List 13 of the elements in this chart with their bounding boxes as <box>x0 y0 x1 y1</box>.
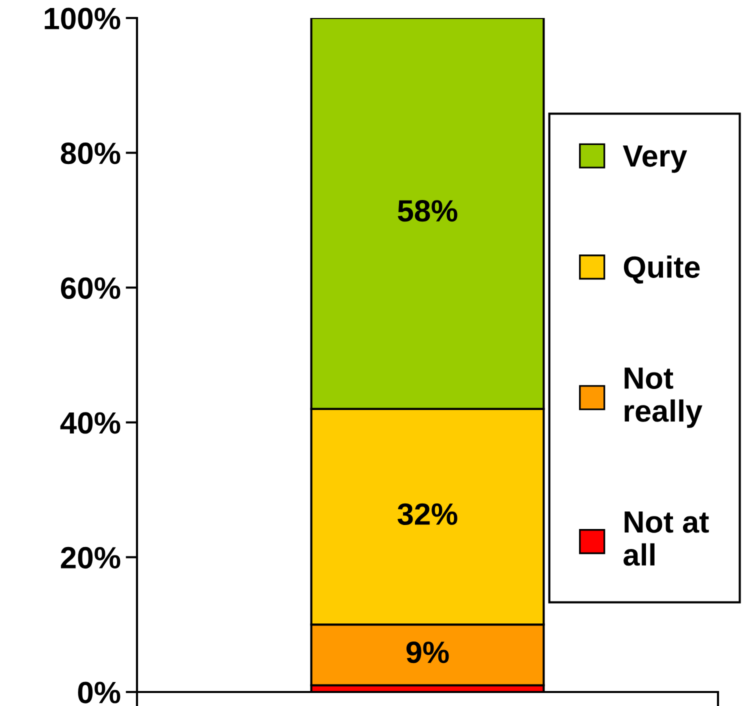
legend-label: Quite <box>624 256 700 284</box>
y-tick-label: 20% <box>60 546 120 569</box>
y-tick-label: 40% <box>60 412 120 434</box>
legend-label: Very <box>622 145 688 173</box>
y-tick-label: 60% <box>60 277 120 299</box>
y-tick-label: 100% <box>44 8 120 30</box>
legend-label: Not at all <box>624 512 709 566</box>
data-label: 58% <box>398 200 458 222</box>
data-label: 9% <box>406 641 449 664</box>
y-tick-label: 80% <box>60 142 120 164</box>
y-tick-label: 0% <box>78 682 120 704</box>
data-label: 32% <box>398 503 458 526</box>
legend-label: Not really <box>624 368 702 428</box>
